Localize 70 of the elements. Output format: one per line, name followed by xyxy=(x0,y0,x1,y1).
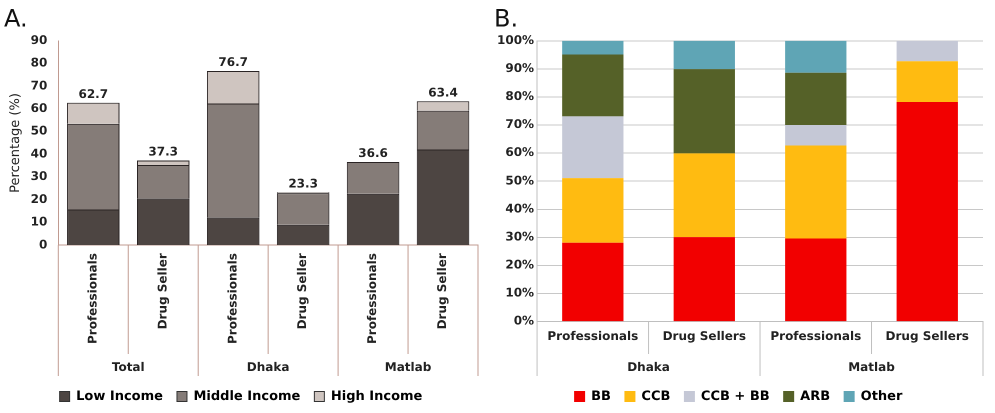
chart-title: A. xyxy=(4,4,28,33)
legend-label: BB xyxy=(591,388,611,404)
x-tick-label: Drug Seller xyxy=(435,253,450,330)
x-tick-label: Professionals xyxy=(365,253,380,344)
total-label: 23.3 xyxy=(288,176,318,190)
total-label: 37.3 xyxy=(148,144,178,159)
y-tick-label: 90 xyxy=(30,32,48,47)
bar xyxy=(896,102,958,322)
y-axis-title: Percentage (%) xyxy=(8,93,24,193)
y-tick-label: 60% xyxy=(505,145,534,160)
legend-label: Middle Income xyxy=(193,388,301,404)
bar xyxy=(785,238,846,322)
total-label: 63.4 xyxy=(428,85,458,100)
text: Dhaka xyxy=(627,360,670,374)
text: Matlab xyxy=(848,360,896,374)
chart-title: B. xyxy=(494,4,518,33)
y-tick-label: 20 xyxy=(30,192,48,206)
bar xyxy=(674,69,735,154)
bar xyxy=(674,40,735,70)
bar xyxy=(562,54,624,116)
y-tick-label: 90% xyxy=(505,61,534,76)
bar xyxy=(562,242,624,322)
y-tick-label: 10% xyxy=(505,286,534,300)
x-tick-label: Drug Sellers xyxy=(662,328,746,343)
y-tick-label: 60 xyxy=(30,101,48,116)
y-tick-label: 30% xyxy=(505,229,534,244)
bar xyxy=(785,125,846,146)
bar xyxy=(785,72,846,126)
total-label: 62.7 xyxy=(78,86,108,101)
y-tick-label: 50 xyxy=(30,124,48,138)
x-tick-label: Professionals xyxy=(547,328,638,343)
y-tick-label: 70% xyxy=(505,117,534,132)
y-tick-label: 80% xyxy=(505,89,534,104)
bar xyxy=(674,237,735,322)
legend-label: CCB + BB xyxy=(700,388,770,404)
text: Total xyxy=(112,360,145,374)
y-tick-label: 30 xyxy=(30,169,48,184)
total-label: 76.7 xyxy=(218,55,248,70)
y-tick-label: 100% xyxy=(496,32,534,47)
text: Dhaka xyxy=(246,360,290,374)
y-tick-label: 80 xyxy=(30,56,48,70)
bar xyxy=(896,40,958,62)
legend-label: High Income xyxy=(330,388,423,404)
y-tick-label: 40% xyxy=(505,201,534,216)
x-tick-label: Professionals xyxy=(85,253,100,344)
legend-label: Low Income xyxy=(76,388,164,404)
y-tick-label: 0 xyxy=(38,237,48,252)
bar xyxy=(785,146,846,238)
y-tick-label: 40 xyxy=(30,146,48,160)
text: Matlab xyxy=(384,360,432,374)
y-tick-label: 20% xyxy=(505,258,534,272)
bar xyxy=(674,153,735,238)
x-tick-label: Drug Seller xyxy=(155,253,170,330)
x-tick-label: Professionals xyxy=(770,328,862,343)
bar xyxy=(562,40,624,55)
legend-label: Other xyxy=(860,388,903,404)
y-tick-label: 0% xyxy=(514,314,534,328)
legend-label: CCB xyxy=(641,388,670,404)
y-tick-label: 70 xyxy=(30,78,48,92)
bar xyxy=(562,178,624,243)
y-tick-label: 50% xyxy=(505,173,534,188)
bar xyxy=(562,116,624,178)
legend-label: ARB xyxy=(800,388,830,404)
x-tick-label: Professionals xyxy=(225,253,240,344)
bar xyxy=(896,61,958,102)
x-tick-label: Drug Seller xyxy=(295,253,310,330)
x-tick-label: Drug Sellers xyxy=(886,328,969,343)
y-tick-label: 10 xyxy=(30,214,48,229)
bar xyxy=(785,40,846,73)
total-label: 36.6 xyxy=(358,146,388,160)
